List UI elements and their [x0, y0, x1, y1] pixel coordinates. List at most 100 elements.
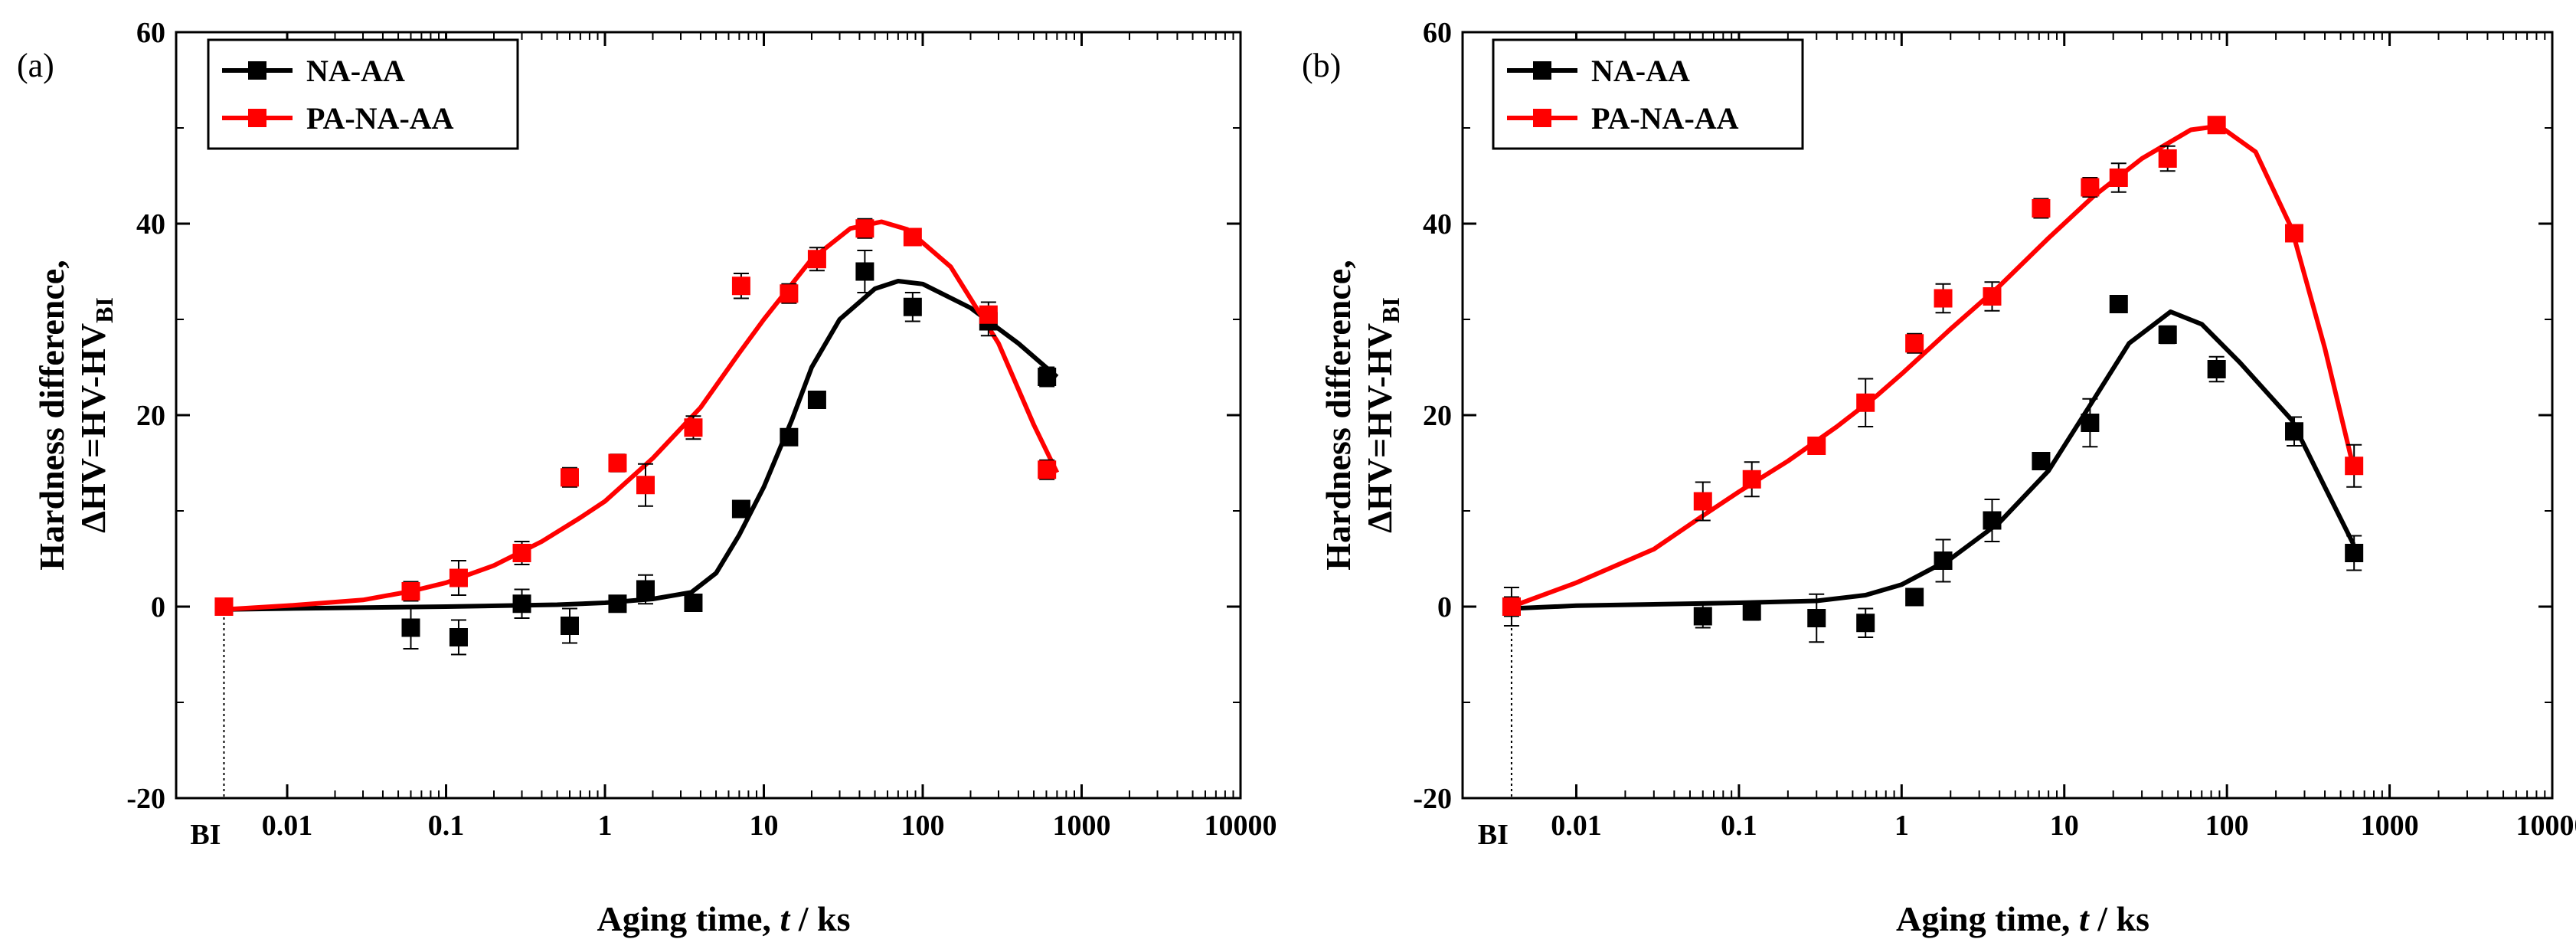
y-tick-value: -20 — [1413, 783, 1452, 815]
data-marker-na-aa — [731, 499, 750, 519]
y-tick-value: 0 — [151, 591, 165, 623]
x-tick-label-bi: BI — [1478, 819, 1509, 851]
x-axis-label-variable: t — [780, 899, 790, 938]
legend-marker — [1533, 109, 1551, 127]
x-tick-label: 0.01 — [262, 810, 313, 842]
data-marker-na-aa — [1934, 551, 1953, 570]
fit-curve-pa-na-aa — [224, 219, 1060, 612]
y-tick-value: 0 — [1437, 591, 1452, 623]
data-marker-na-aa — [903, 297, 922, 316]
y-tick-label: 20 — [1423, 400, 1452, 432]
data-marker-pa-na-aa — [1983, 287, 2002, 306]
data-marker-pa-na-aa — [780, 284, 799, 303]
legend-label: NA-AA — [306, 54, 405, 88]
panel-label: (a) — [17, 47, 54, 84]
legend: NA-AA PA-NA-AA — [1492, 38, 1804, 150]
y-tick-label: -20 — [126, 783, 165, 815]
data-marker-na-aa — [449, 628, 468, 646]
data-marker-na-aa — [2032, 452, 2051, 470]
x-tick-label-bi: BI — [190, 819, 221, 851]
y-axis-label-subscript: BI — [90, 297, 118, 323]
data-marker-na-aa — [780, 427, 799, 447]
y-tick-value: 60 — [1423, 17, 1452, 49]
data-marker-na-aa — [2207, 360, 2226, 378]
legend-label: PA-NA-AA — [1591, 101, 1739, 136]
y-tick-value: 40 — [1423, 208, 1452, 241]
panel-b: -20 0 20 40 60 BI 0.01 0.1 1 10 100 1000 10000 Aging … — [1302, 17, 2576, 938]
data-marker-pa-na-aa — [807, 250, 826, 269]
legend: NA-AA PA-NA-AA — [207, 38, 519, 150]
data-marker-pa-na-aa — [2109, 169, 2128, 187]
x-axis-label-unit: / ks — [789, 899, 850, 938]
y-tick-value: -20 — [126, 783, 165, 815]
y-tick-label: 40 — [136, 208, 165, 241]
data-marker-na-aa — [2109, 295, 2128, 313]
data-marker-pa-na-aa — [731, 277, 750, 296]
data-marker-pa-na-aa — [1905, 334, 1924, 353]
legend-label: NA-AA — [1591, 54, 1690, 88]
y-tick-label: 0 — [151, 591, 165, 623]
x-tick-label: 10 — [2050, 810, 2079, 842]
x-tick-label: 0.1 — [1721, 810, 1757, 842]
data-marker-pa-na-aa — [684, 418, 703, 437]
data-marker-pa-na-aa — [2345, 457, 2364, 476]
x-tick-label: 10000 — [2516, 810, 2576, 842]
x-axis-label-text: Aging time, — [597, 899, 780, 938]
legend-marker — [1533, 61, 1551, 80]
y-axis-label-formula: ΔHV=HV-HV — [1360, 323, 1399, 533]
fit-curve-pa-na-aa — [1510, 123, 2356, 609]
y-axis-label-formula: ΔHV=HV-HV — [74, 323, 113, 533]
data-marker-pa-na-aa — [2032, 199, 2051, 218]
x-tick-label: 10000 — [1205, 810, 1277, 842]
data-marker-na-aa — [1983, 511, 2002, 530]
y-axis-label-line1: Hardness difference, — [32, 260, 71, 570]
data-marker-pa-na-aa — [903, 227, 922, 247]
data-marker-pa-na-aa — [401, 582, 420, 600]
y-tick-value: 20 — [1423, 400, 1452, 432]
legend-marker — [248, 61, 266, 80]
data-marker-pa-na-aa — [512, 544, 531, 562]
y-tick-value: 40 — [136, 208, 165, 241]
data-marker-na-aa — [1807, 609, 1826, 627]
fit-curve-na-aa — [224, 279, 1059, 612]
y-tick-value: 60 — [136, 17, 165, 49]
y-axis-label-line2: ΔHV=HV-HVBI — [1360, 297, 1404, 533]
data-marker-pa-na-aa — [1856, 393, 1875, 412]
data-marker-pa-na-aa — [2081, 178, 2100, 197]
x-axis-label: Aging time, t / ks — [1896, 899, 2149, 938]
x-axis-label-text: Aging time, — [1896, 899, 2079, 938]
data-marker-pa-na-aa — [636, 476, 655, 495]
x-tick-label: 0.01 — [1551, 810, 1602, 842]
y-tick-label: 40 — [1423, 208, 1452, 241]
data-marker-pa-na-aa — [2285, 224, 2304, 243]
data-marker-na-aa — [1856, 614, 1875, 633]
data-marker-na-aa — [2345, 544, 2364, 562]
y-tick-label: 0 — [1437, 591, 1452, 623]
data-marker-pa-na-aa — [1807, 437, 1826, 455]
data-marker-pa-na-aa — [449, 568, 468, 587]
data-marker-na-aa — [636, 580, 655, 599]
data-marker-na-aa — [1742, 602, 1761, 621]
data-marker-pa-na-aa — [1742, 470, 1761, 489]
panel-a: -20 0 20 40 60 BI 0.01 0.1 1 10 100 1000 10000 Aging … — [17, 17, 1277, 938]
legend-box — [207, 38, 519, 150]
data-marker-na-aa — [1038, 368, 1057, 386]
data-marker-pa-na-aa — [979, 305, 998, 324]
x-tick-label: 1 — [1894, 810, 1909, 842]
data-marker-na-aa — [512, 594, 531, 614]
y-tick-label: -20 — [1413, 783, 1452, 815]
data-marker-pa-na-aa — [1038, 460, 1057, 479]
data-marker-pa-na-aa — [855, 219, 874, 238]
data-marker-pa-na-aa — [608, 453, 627, 473]
x-tick-label: 1000 — [2361, 810, 2419, 842]
y-axis-label-subscript: BI — [1377, 297, 1404, 323]
x-axis-label-variable: t — [2079, 899, 2090, 938]
data-marker-na-aa — [1905, 587, 1924, 607]
x-tick-label: 1 — [598, 810, 613, 842]
data-marker-na-aa — [1693, 607, 1712, 626]
data-marker-pa-na-aa — [2158, 149, 2177, 168]
data-marker-na-aa — [560, 617, 579, 635]
y-axis-label-line2: ΔHV=HV-HVBI — [74, 297, 118, 533]
y-tick-value: 20 — [136, 400, 165, 432]
